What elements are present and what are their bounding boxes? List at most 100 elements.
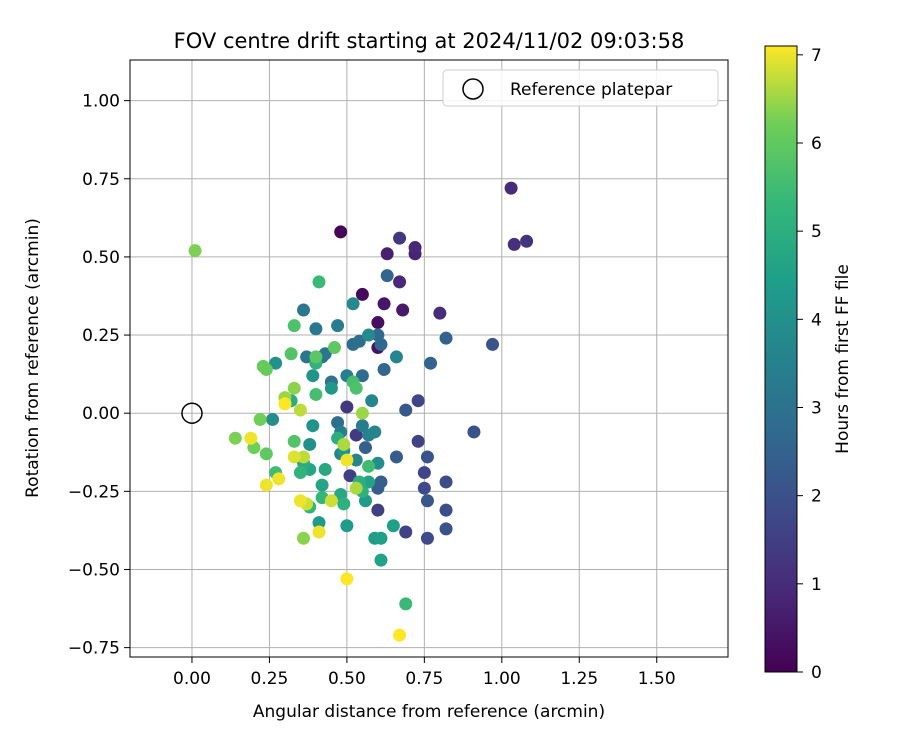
data-point [439, 522, 453, 536]
data-point [306, 369, 320, 383]
data-point [377, 297, 391, 311]
legend-box [442, 69, 719, 107]
data-point [349, 428, 363, 442]
legend: Reference platepar [442, 69, 719, 107]
colorbar-tick-label: 7 [811, 46, 822, 66]
y-tick-label: 0.75 [82, 170, 120, 190]
data-point [355, 287, 369, 301]
data-point [269, 356, 283, 370]
x-tick-label: 0.75 [405, 669, 443, 689]
data-point [188, 244, 202, 258]
data-point [349, 481, 363, 495]
y-tick-label: −0.25 [68, 482, 120, 502]
data-point [374, 531, 388, 545]
x-tick-label: 0.50 [328, 669, 366, 689]
data-point [355, 406, 369, 420]
data-point [293, 403, 307, 417]
y-axis-label: Rotation from reference (arcmin) [23, 218, 43, 498]
data-point [327, 341, 341, 355]
data-point [417, 481, 431, 495]
data-point [334, 225, 348, 239]
data-point [287, 450, 301, 464]
x-tick-label: 1.00 [483, 669, 521, 689]
plot-frame [129, 59, 729, 658]
legend-entry-label: Reference platepar [510, 80, 672, 100]
data-point [228, 431, 242, 445]
data-point [433, 306, 447, 320]
data-point [355, 419, 369, 433]
data-point [399, 597, 413, 611]
data-point [408, 241, 422, 255]
data-point [374, 337, 388, 351]
colorbar-tick-label: 0 [811, 663, 822, 683]
colorbar-tick-label: 3 [811, 398, 822, 418]
data-point [259, 447, 273, 461]
data-point [309, 387, 323, 401]
reference-point-marker [181, 402, 203, 424]
data-point [420, 450, 434, 464]
data-point [300, 350, 314, 364]
data-point [386, 519, 400, 533]
data-point [393, 231, 407, 245]
y-tick-label: 0.50 [82, 248, 120, 268]
data-point [324, 494, 338, 508]
data-point [362, 459, 376, 473]
data-point [266, 412, 280, 426]
data-point [337, 497, 351, 511]
colorbar-tick-label: 1 [811, 575, 822, 595]
y-tick-label: 0.00 [82, 404, 120, 424]
data-point [362, 328, 376, 342]
data-point [253, 412, 267, 426]
data-point [411, 434, 425, 448]
data-point [355, 369, 369, 383]
data-point [312, 525, 326, 539]
data-points [188, 181, 534, 642]
x-axis-ticks: 0.00 0.25 0.50 0.75 1.00 1.25 1.50 [173, 657, 676, 689]
data-point [371, 503, 385, 517]
data-point [467, 425, 481, 439]
data-point [368, 425, 382, 439]
colorbar-tick-label: 5 [811, 222, 822, 242]
data-point [297, 531, 311, 545]
data-point [303, 437, 317, 451]
data-point [389, 350, 403, 364]
data-point [293, 494, 307, 508]
data-point [293, 466, 307, 480]
data-point [287, 381, 301, 395]
colorbar-tick-label: 2 [811, 487, 822, 507]
data-point [309, 350, 323, 364]
data-point [256, 359, 270, 373]
chart-title: FOV centre drift starting at 2024/11/02 … [174, 29, 685, 53]
y-axis-ticks: −0.75 −0.50 −0.25 0.00 0.25 0.50 0.75 1.00 [68, 92, 130, 659]
data-point [371, 316, 385, 330]
data-point [331, 319, 345, 333]
data-point [380, 247, 394, 261]
data-point [312, 275, 326, 289]
data-point [399, 525, 413, 539]
data-point [297, 303, 311, 317]
data-point [420, 494, 434, 508]
data-point [284, 347, 298, 361]
x-tick-label: 0.25 [251, 669, 289, 689]
data-point [396, 303, 410, 317]
data-point [504, 181, 518, 195]
legend-marker-circle-icon [462, 78, 484, 100]
colorbar: 0 1 2 3 4 5 6 7 Hours from first FF file [764, 45, 853, 683]
data-point [439, 503, 453, 517]
data-point [340, 400, 354, 414]
x-tick-label: 0.00 [173, 669, 211, 689]
x-tick-label: 1.50 [638, 669, 676, 689]
data-point [318, 462, 332, 476]
data-point [337, 437, 351, 451]
data-point [287, 319, 301, 333]
colorbar-tick-label: 4 [811, 310, 822, 330]
y-tick-label: 1.00 [82, 92, 120, 112]
y-tick-label: −0.75 [68, 639, 120, 659]
data-point [340, 572, 354, 586]
colorbar-ticks: 0 1 2 3 4 5 6 7 [797, 46, 822, 683]
data-point [297, 450, 311, 464]
data-point [393, 275, 407, 289]
data-point [340, 519, 354, 533]
data-point [315, 478, 329, 492]
